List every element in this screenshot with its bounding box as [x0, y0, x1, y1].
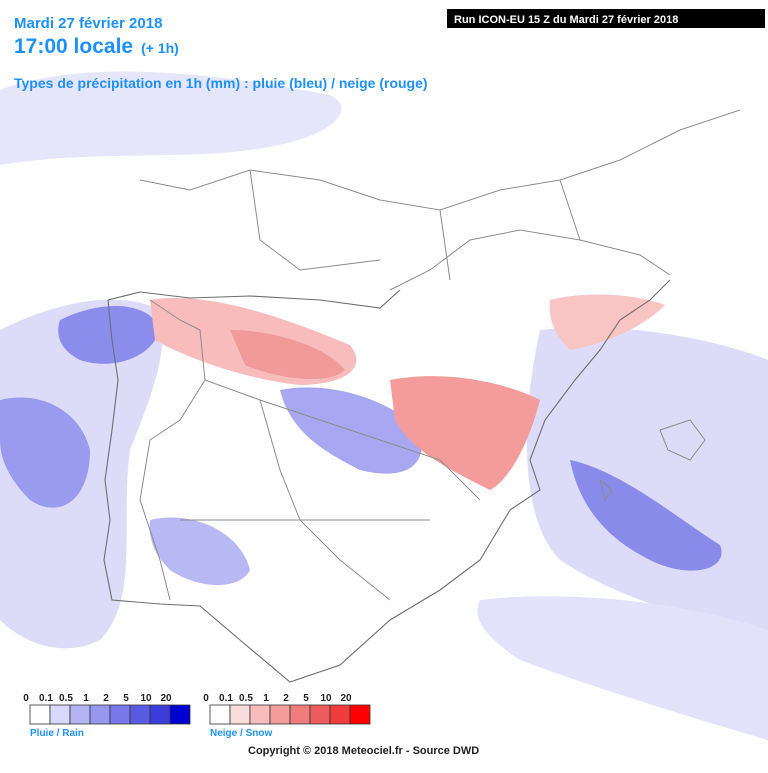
legend-tick: 2 [103, 693, 109, 704]
legend-tick: 2 [283, 693, 289, 704]
legend-swatch [249, 704, 271, 725]
legend-swatch [169, 704, 191, 725]
legend-tick: 0.5 [239, 693, 253, 704]
rain-area [0, 397, 90, 508]
time-text: 17:00 locale [14, 35, 133, 58]
legend-swatch [229, 704, 251, 725]
copyright: Copyright © 2018 Meteociel.fr - Source D… [248, 745, 479, 757]
legend-tick: 10 [320, 693, 332, 704]
offset: (+ 1h) [141, 40, 179, 56]
subtitle: Types de précipitation en 1h (mm) : plui… [14, 75, 428, 91]
rain-area [477, 596, 768, 740]
legend-swatch [309, 704, 331, 725]
snow-area [230, 330, 345, 380]
legend-swatch [109, 704, 131, 725]
rain-area [58, 306, 160, 364]
legend-swatch [129, 704, 151, 725]
legend-swatch [269, 704, 291, 725]
legend-swatch [329, 704, 351, 725]
run-label: Run ICON-EU 15 Z du Mardi 27 février 201… [454, 14, 678, 26]
borders [103, 109, 741, 683]
legend-tick: 1 [263, 693, 269, 704]
legend-tick: 1 [83, 693, 89, 704]
legend-swatch [49, 704, 71, 725]
legend-tick: 5 [123, 693, 129, 704]
legend-tick: 0.5 [59, 693, 73, 704]
legend-title: Pluie / Rain [30, 728, 84, 739]
snow-area [549, 294, 665, 350]
legend-tick: 0 [23, 693, 29, 704]
legend-tick: 0.1 [219, 693, 233, 704]
legend-swatch [89, 704, 111, 725]
legend-tick: 0.1 [39, 693, 53, 704]
date: Mardi 27 février 2018 [14, 15, 162, 32]
legend-tick: 20 [160, 693, 172, 704]
legend-tick: 5 [303, 693, 309, 704]
legend-swatch [209, 704, 231, 725]
legend-swatch [69, 704, 91, 725]
legends: 0 0.1 0.5 1 2 5 10 20 Pluie / Rain 0 0.1 0.5 1 2 5 10 20… [23, 693, 371, 739]
legend-swatch [29, 704, 51, 725]
legend-tick: 10 [140, 693, 152, 704]
legend-swatch [149, 704, 171, 725]
legend-tick: 0 [203, 693, 209, 704]
legend-swatch [289, 704, 311, 725]
time: 17:00 locale (+ 1h) [14, 35, 179, 58]
legend-title: Neige / Snow [210, 728, 272, 739]
snow-area [390, 376, 540, 490]
rain-area [0, 71, 342, 165]
run-banner [447, 9, 765, 28]
rain-area [149, 517, 250, 585]
legend-swatch [349, 704, 371, 725]
rain-area [570, 460, 722, 571]
legend-tick: 20 [340, 693, 352, 704]
